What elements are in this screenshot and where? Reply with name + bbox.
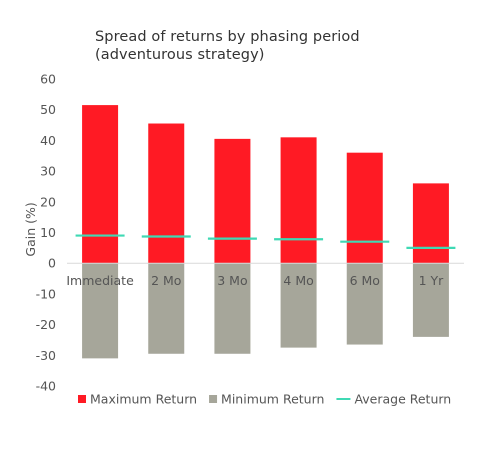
- bar-minimum-return: [82, 263, 119, 359]
- y-axis-label: Gain (%): [23, 202, 38, 256]
- legend-label: Average Return: [354, 392, 451, 407]
- x-tick-label: 6 Mo: [350, 273, 380, 288]
- y-tick-label: 30: [40, 164, 56, 179]
- bar-minimum-return: [148, 263, 185, 354]
- bar-maximum-return: [214, 138, 251, 264]
- chart-title-line-2: (adventurous strategy): [95, 47, 265, 63]
- bar-minimum-return: [346, 263, 383, 345]
- x-tick-label: Immediate: [66, 273, 134, 288]
- x-tick-label: 3 Mo: [217, 273, 247, 288]
- legend-swatch-maximum-return: [78, 395, 86, 403]
- legend-label: Maximum Return: [90, 392, 197, 407]
- bar-maximum-return: [346, 152, 383, 264]
- y-tick-label: -30: [36, 348, 56, 363]
- y-tick-label: 10: [40, 225, 56, 240]
- y-tick-label: -10: [36, 286, 56, 301]
- bar-minimum-return: [214, 263, 251, 354]
- y-tick-label: 0: [48, 256, 56, 271]
- x-tick-label: 1 Yr: [419, 273, 445, 288]
- bar-minimum-return: [280, 263, 317, 348]
- x-tick-label: 4 Mo: [283, 273, 313, 288]
- legend-swatch-minimum-return: [209, 395, 218, 403]
- bar-maximum-return: [148, 123, 185, 264]
- x-tick-label: 2 Mo: [151, 273, 181, 288]
- legend-label: Minimum Return: [221, 392, 324, 407]
- y-tick-label: -20: [36, 317, 56, 332]
- bar-maximum-return: [412, 183, 449, 264]
- chart-title-line-1: Spread of returns by phasing period: [95, 29, 360, 45]
- bar-maximum-return: [82, 105, 119, 264]
- y-tick-label: -40: [36, 379, 56, 394]
- chart-title: Spread of returns by phasing period (adv…: [95, 28, 360, 64]
- y-tick-label: 40: [40, 133, 56, 148]
- y-tick-label: 60: [40, 72, 56, 87]
- y-tick-label: 20: [40, 194, 56, 209]
- bar-maximum-return: [280, 137, 317, 264]
- bar-minimum-return: [412, 263, 449, 337]
- y-tick-label: 50: [40, 102, 56, 117]
